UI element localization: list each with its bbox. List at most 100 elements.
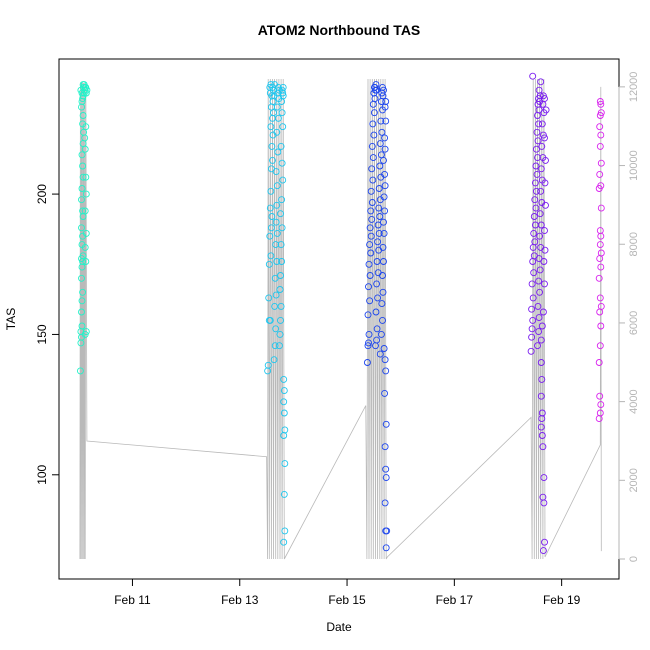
data-point [379,83,386,91]
data-point [376,350,384,358]
data-point [364,342,372,350]
y-tick-label: 150 [35,324,49,344]
data-point [542,156,549,164]
data-point [533,128,541,136]
data-point [538,432,546,439]
data-point [379,288,387,296]
data-point [541,280,548,288]
data-point [278,196,286,204]
data-point [597,159,605,167]
data-point [274,114,282,122]
data-point [272,218,280,226]
data-point [78,196,85,204]
data-point [369,176,377,184]
data-point [534,342,541,350]
data-point [273,229,281,237]
data-point [79,112,87,119]
data-point [365,339,372,347]
data-point [382,465,390,473]
altitude-line [79,78,602,560]
data-point [535,277,543,285]
data-point [277,241,285,249]
chart-title: ATOM2 Northbound TAS [258,22,421,38]
data-point [379,272,386,279]
data-point [277,302,285,310]
data-point [596,342,604,350]
data-point [382,474,390,482]
data-point [275,342,283,350]
data-point [369,154,377,162]
data-point [78,224,85,232]
data-point [364,311,372,319]
secondary-y-tick-label: 2000 [628,468,640,492]
data-point [82,328,90,336]
tas-series-2 [264,81,289,546]
data-point [536,210,544,218]
data-point [373,86,381,94]
data-point [270,356,278,364]
data-point [596,392,604,400]
altitude-line-layer [79,78,602,560]
data-point [537,78,545,86]
data-point [596,142,604,150]
data-point [379,243,387,251]
data-point [597,322,605,330]
data-point [277,316,284,324]
data-point [532,162,540,170]
data-point [533,170,541,178]
data-point [596,98,604,105]
data-point [377,330,385,338]
data-point [363,359,371,366]
data-point [266,232,274,240]
data-point [597,401,605,409]
data-point [538,120,546,128]
data-point [368,199,376,206]
data-point [597,109,605,117]
data-point [273,182,281,190]
data-point [366,224,374,232]
data-point [381,145,389,153]
data-point [368,142,376,150]
y-tick-label: 100 [35,464,49,484]
data-point [78,297,86,305]
tas-series-5 [595,98,605,423]
data-point [365,260,373,268]
data-point [382,98,390,105]
data-point [372,308,380,316]
data-point [272,325,280,333]
data-point [538,415,546,423]
data-point [535,328,543,336]
data-point [79,207,87,215]
data-point [530,269,538,277]
y-tick-label: 200 [35,184,49,204]
data-point [381,207,389,215]
data-point [264,361,272,369]
data-point [530,229,538,237]
data-point [268,142,276,150]
secondary-y-tick-label: 8000 [628,232,640,256]
data-point [82,173,90,181]
data-point [528,325,536,333]
data-point [381,134,389,142]
data-point [376,213,384,220]
data-point [380,156,387,164]
data-point [265,260,273,268]
data-point [381,389,389,397]
x-tick-label: Feb 13 [221,593,259,607]
data-point [374,238,382,246]
x-tick-label: Feb 19 [543,593,581,607]
y-axis-label: TAS [4,308,18,330]
data-point [278,258,286,265]
data-point [278,159,286,167]
data-point [276,286,284,293]
data-point [82,190,90,198]
data-point [539,443,547,451]
data-point [266,204,274,212]
data-point [597,263,605,271]
secondary-y-tick-label: 4000 [628,389,640,413]
data-point [280,409,288,417]
data-point [277,210,284,218]
tas-series-4 [527,72,550,555]
x-axis-label: Date [326,620,352,634]
